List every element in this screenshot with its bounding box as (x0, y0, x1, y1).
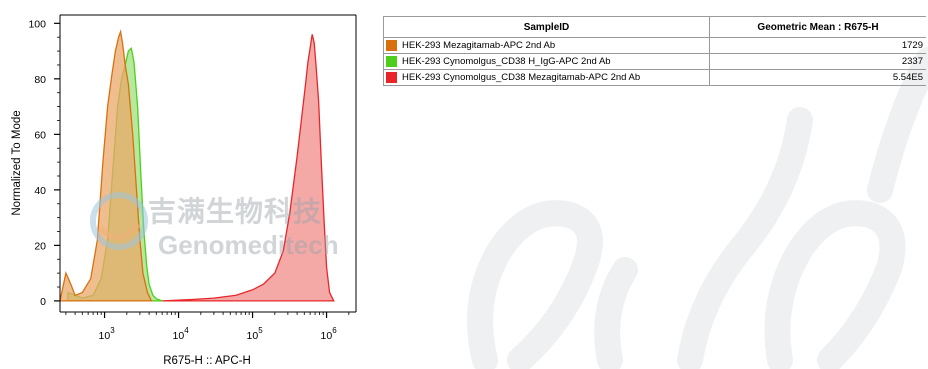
y-tick-label: 0 (40, 296, 46, 308)
x-axis-label: R675-H :: APC-H (163, 355, 251, 367)
legend-row: HEK-293 Mezagitamab-APC 2nd Ab 1729 (383, 37, 926, 54)
histogram-plot: 0 20 40 60 80 100 103 104 105 106 Normalized To … (11, 14, 357, 367)
y-tick-label: 80 (34, 74, 46, 86)
header-geometric-mean: Geometric Mean : R675-H (709, 16, 926, 38)
y-tick-label: 100 (28, 18, 46, 30)
y-axis-label: Normalized To Mode (11, 110, 23, 215)
color-swatch (386, 39, 397, 51)
watermark-english-text: Genomeditech (158, 230, 339, 260)
x-tick-label: 105 (247, 326, 264, 342)
legend-header-row: SampleID Geometric Mean : R675-H (383, 16, 926, 38)
color-swatch (386, 71, 397, 83)
y-ticks: 0 20 40 60 80 100 (28, 18, 60, 308)
genomeditech-logo-icon (90, 192, 148, 250)
y-tick-label: 60 (34, 129, 46, 141)
header-sample-id: SampleID (383, 16, 710, 38)
legend-table: SampleID Geometric Mean : R675-H HEK-293… (383, 16, 926, 86)
geometric-mean-value: 2337 (709, 53, 926, 70)
x-tick-label: 103 (99, 326, 116, 342)
watermark-chinese-text: 吉满生物科技 (148, 195, 323, 228)
geometric-mean-value: 5.54E5 (709, 69, 926, 86)
sample-name: HEK-293 Cynomolgus_CD38 Mezagitamab-APC … (399, 69, 710, 86)
series-area-1 (162, 34, 335, 302)
legend-row: HEK-293 Cynomolgus_CD38 H_IgG-APC 2nd Ab… (383, 53, 926, 70)
sample-name: HEK-293 Mezagitamab-APC 2nd Ab (399, 37, 710, 54)
x-ticks: 103 104 105 106 (65, 312, 350, 342)
color-swatch (386, 55, 397, 67)
y-tick-label: 20 (34, 240, 46, 252)
y-tick-label: 40 (34, 185, 46, 197)
geometric-mean-value: 1729 (709, 37, 926, 54)
sample-name: HEK-293 Cynomolgus_CD38 H_IgG-APC 2nd Ab (399, 53, 710, 70)
legend-row: HEK-293 Cynomolgus_CD38 Mezagitamab-APC … (383, 69, 926, 86)
x-tick-label: 106 (321, 326, 338, 342)
x-tick-label: 104 (173, 326, 190, 342)
